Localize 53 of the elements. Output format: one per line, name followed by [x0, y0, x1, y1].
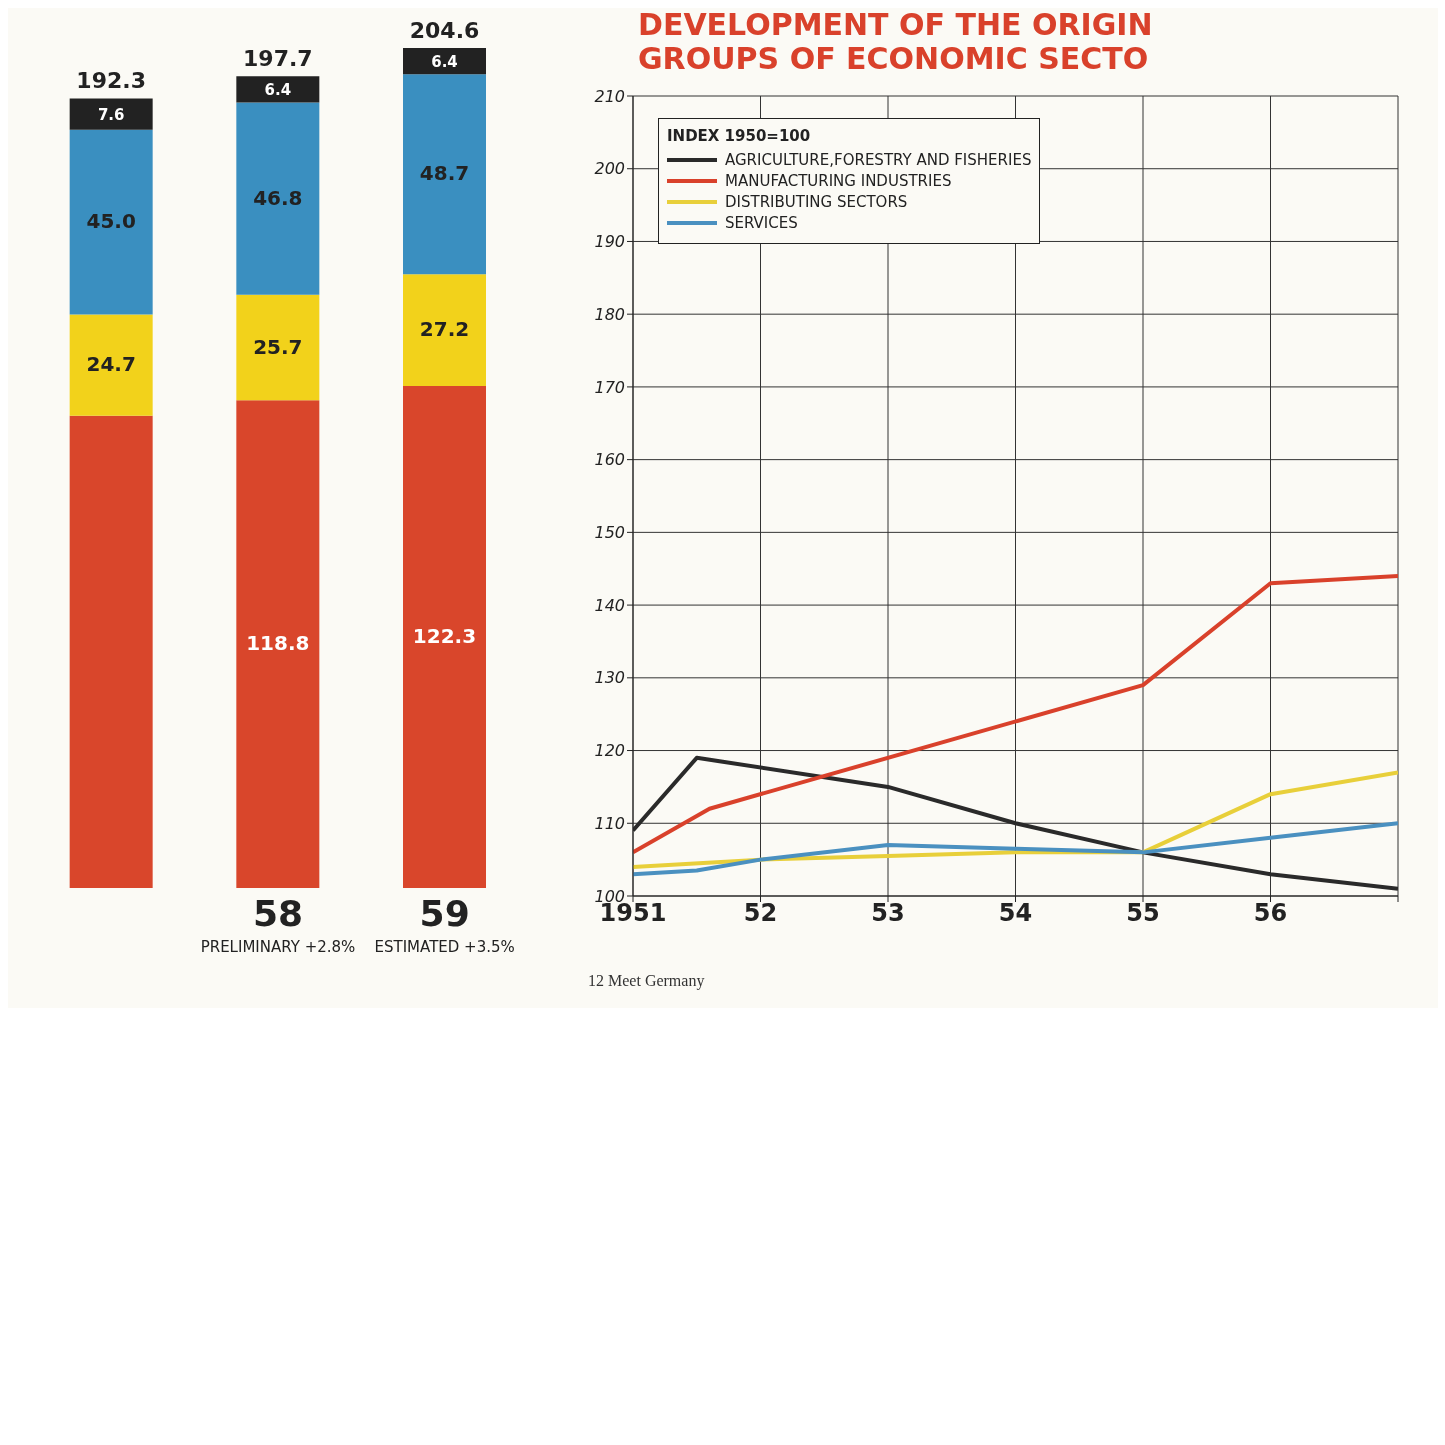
line-series — [633, 821, 1398, 877]
y-tick-label: 190 — [594, 232, 625, 252]
bar — [403, 74, 486, 275]
bar — [236, 400, 320, 888]
bar — [236, 294, 320, 401]
data-label: 118.8 — [246, 631, 310, 656]
x-tick-label: 59 ESTIMATED +3.5% — [374, 893, 515, 956]
total-label: 192.3 — [76, 68, 146, 94]
chart-title: DEVELOPMENT OF THE ORIGIN GROUPS OF ECONOMIC SECTO — [638, 7, 1154, 76]
legend-label: DISTRIBUTING SECTORS — [725, 193, 908, 211]
y-tick-label: 180 — [594, 304, 625, 324]
y-tick-label: 210 — [594, 86, 625, 106]
data-label: 46.8 — [253, 185, 303, 210]
x-tick-label: 53 — [871, 899, 905, 928]
bar — [69, 314, 153, 416]
y-tick-label: 150 — [594, 523, 625, 543]
x-tick-label: 56 — [1253, 899, 1288, 928]
data-label: 25.7 — [253, 334, 303, 359]
total-label: 197.7 — [243, 46, 313, 72]
data-label: 6.4 — [431, 53, 458, 72]
y-tick-label: 120 — [594, 741, 625, 761]
bar — [403, 48, 486, 75]
data-label: 27.2 — [419, 317, 470, 342]
legend-label: AGRICULTURE,FORESTRY AND FISHERIES — [725, 151, 1032, 169]
y-tick-label: 200 — [594, 159, 625, 179]
bar — [403, 274, 486, 386]
x-tick-label: 52 — [743, 899, 778, 928]
bar — [236, 102, 320, 295]
legend-title: INDEX 1950=100 — [667, 127, 812, 145]
bar — [236, 76, 320, 103]
data-label: 48.7 — [419, 161, 470, 186]
y-tick-label: 160 — [594, 450, 625, 470]
y-tick-label: 140 — [594, 595, 625, 615]
bar — [403, 385, 486, 888]
x-tick-label: 58 PRELIMINARY +2.8% — [200, 893, 356, 956]
bar — [69, 129, 153, 315]
data-label: 122.3 — [412, 623, 477, 648]
legend-label: MANUFACTURING INDUSTRIES — [725, 172, 952, 190]
bar — [69, 98, 153, 130]
y-tick-label: 170 — [594, 377, 625, 397]
data-label: 45.0 — [86, 209, 136, 234]
x-tick-label: 54 — [998, 899, 1033, 928]
legend-label: SERVICES — [725, 214, 798, 232]
y-tick-label: 130 — [594, 668, 625, 688]
data-label: 6.4 — [264, 81, 292, 100]
line-series — [633, 574, 1398, 855]
text: 12 Meet Germany — [588, 972, 706, 990]
data-label: 24.7 — [86, 352, 136, 377]
data-label: 7.6 — [97, 106, 125, 125]
x-tick-label: 55 — [1126, 899, 1160, 928]
bar — [69, 415, 153, 888]
total-label: 204.6 — [409, 18, 480, 43]
y-tick-label: 110 — [594, 813, 625, 833]
